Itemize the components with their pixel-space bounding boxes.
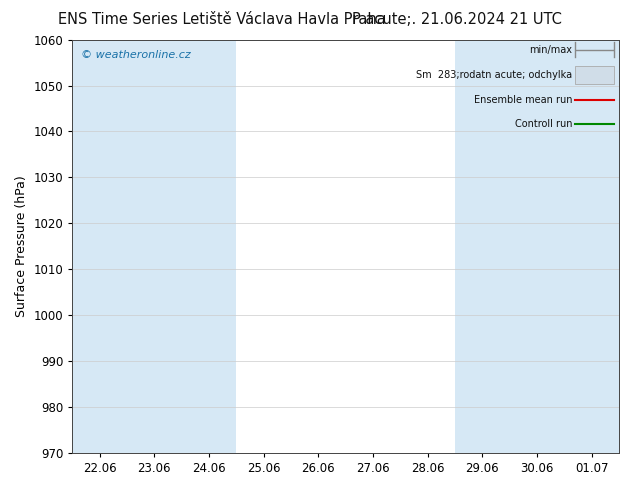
Y-axis label: Surface Pressure (hPa): Surface Pressure (hPa) (15, 175, 28, 317)
Text: Ensemble mean run: Ensemble mean run (474, 95, 573, 104)
Bar (564, 40, 619, 453)
Bar (455, 40, 510, 453)
Text: Sm  283;rodatn acute; odchylka: Sm 283;rodatn acute; odchylka (417, 70, 573, 80)
Bar (510, 40, 564, 453)
Text: min/max: min/max (529, 45, 573, 55)
Bar (72, 40, 127, 453)
Text: P acute;. 21.06.2024 21 UTC: P acute;. 21.06.2024 21 UTC (351, 12, 562, 27)
Bar (575, 66, 614, 84)
Text: Controll run: Controll run (515, 120, 573, 129)
Text: ENS Time Series Letiště Václava Havla Praha: ENS Time Series Letiště Václava Havla Pr… (58, 12, 385, 27)
Bar (127, 40, 182, 453)
Bar (182, 40, 236, 453)
Text: © weatheronline.cz: © weatheronline.cz (81, 50, 190, 60)
